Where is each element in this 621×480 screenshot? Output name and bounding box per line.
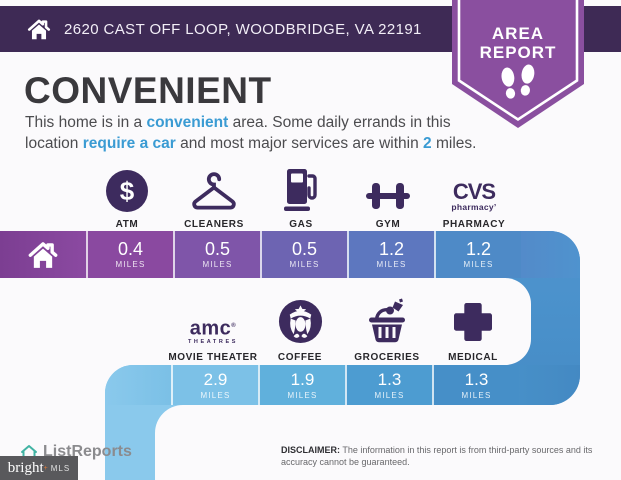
- distance-value: 0.5: [291, 239, 318, 259]
- cvs-wordmark: CVS: [452, 179, 496, 204]
- medical-cross-icon: [454, 303, 492, 341]
- distance-unit: MILES: [115, 260, 146, 269]
- poi-coffee: COFFEE: [252, 295, 348, 363]
- poi-gym: GYM: [340, 162, 436, 230]
- bright-mls-logo: bright + MLS: [0, 456, 78, 480]
- poi-label: GAS: [289, 219, 313, 230]
- mls-text: MLS: [50, 463, 71, 473]
- disclaimer: DISCLAIMER: The information in this repo…: [281, 444, 613, 468]
- distance-cell-coffee: 1.9 MILES: [258, 365, 345, 405]
- poi-label: COFFEE: [277, 352, 323, 363]
- distance-cell-pharmacy: 1.2 MILES: [434, 231, 521, 278]
- intro-text: miles.: [431, 135, 477, 152]
- amc-logo: amc® THEATRES: [188, 317, 238, 345]
- distance-value: 1.9: [290, 369, 315, 389]
- area-report-badge: [452, 0, 584, 128]
- bright-wordmark: bright: [7, 459, 44, 476]
- home-icon: [27, 19, 51, 40]
- intro-text: This home is in a: [25, 114, 147, 131]
- amc-theatres-text: THEATRES: [187, 339, 239, 345]
- poi-pharmacy: CVS pharmacy’ PHARMACY: [426, 162, 522, 231]
- distance-unit: MILES: [200, 390, 231, 400]
- poi-atm: $ ATM: [79, 162, 175, 230]
- distance-unit: MILES: [374, 390, 405, 400]
- row2-icons-panel: [0, 278, 531, 365]
- ribbon-home-segment: [0, 231, 86, 278]
- distance-value: 0.4: [117, 239, 144, 259]
- distance-cell-cleaners: 0.5 MILES: [173, 231, 260, 278]
- address-text: 2620 CAST OFF LOOP, WOODBRIDGE, VA 22191: [64, 20, 422, 38]
- intro-text: and most major services are within: [175, 135, 424, 152]
- bright-spark-icon: +: [43, 464, 48, 472]
- distance-value: 1.3: [464, 369, 489, 389]
- distance-value: 1.2: [378, 239, 405, 259]
- gas-pump-icon: [284, 169, 317, 211]
- distance-value: 1.3: [377, 369, 402, 389]
- intro-text: area. Some daily errands in this locatio…: [25, 114, 451, 152]
- distance-value: 0.5: [204, 239, 231, 259]
- poi-label: MEDICAL: [448, 352, 498, 363]
- badge-title: AREA REPORT: [452, 24, 584, 62]
- amc-wordmark: amc®: [189, 318, 237, 340]
- badge-line2: REPORT: [479, 43, 557, 62]
- badge-line1: AREA: [491, 24, 545, 43]
- distance-unit: MILES: [289, 260, 320, 269]
- grocery-basket-icon: [369, 298, 405, 343]
- poi-label: GYM: [375, 219, 401, 230]
- listreports-wordmark: ListReports: [43, 443, 132, 460]
- distance-unit: MILES: [461, 390, 492, 400]
- dollar-glyph: $: [119, 175, 135, 206]
- distance-cell-medical: 1.3 MILES: [432, 365, 519, 405]
- intro-highlight-convenient: convenient: [146, 114, 229, 131]
- poi-label: CLEANERS: [184, 219, 244, 230]
- distance-value: 2.9: [203, 369, 228, 389]
- distance-unit: MILES: [202, 260, 233, 269]
- disclaimer-label: DISCLAIMER:: [281, 445, 340, 455]
- poi-cleaners: CLEANERS: [166, 162, 262, 230]
- starbucks-siren-icon: [278, 299, 322, 344]
- distance-cell-movie-theater: 2.9 MILES: [171, 365, 258, 405]
- distance-value: 1.2: [465, 239, 492, 259]
- intro-highlight-require-car: require a car: [82, 135, 176, 152]
- distance-unit: MILES: [287, 390, 318, 400]
- home-icon: [28, 242, 58, 268]
- distance-cell-atm: 0.4 MILES: [86, 231, 173, 278]
- poi-groceries: GROCERIES: [339, 295, 435, 363]
- cvs-pharmacy-text: pharmacy’: [451, 202, 497, 212]
- dumbbell-icon: [366, 183, 410, 209]
- disclaimer-text: The information in this report is from t…: [281, 445, 593, 467]
- distance-unit: MILES: [463, 260, 494, 269]
- poi-label: GROCERIES: [354, 352, 420, 363]
- footer-panel: [155, 405, 621, 480]
- hanger-icon: [192, 172, 236, 210]
- poi-movie-theater: amc® THEATRES MOVIE THEATER: [165, 295, 261, 363]
- poi-label: PHARMACY: [442, 219, 506, 230]
- distance-cell-gym: 1.2 MILES: [347, 231, 434, 278]
- distance-cell-groceries: 1.3 MILES: [345, 365, 432, 405]
- poi-gas: GAS: [253, 162, 349, 230]
- cvs-logo: CVS pharmacy’: [451, 179, 497, 213]
- poi-label: ATM: [115, 219, 139, 230]
- intro-paragraph: This home is in a convenient area. Some …: [25, 112, 477, 154]
- poi-medical: MEDICAL: [425, 295, 521, 363]
- distance-unit: MILES: [376, 260, 407, 269]
- footprints-icon: [501, 64, 535, 99]
- page-title: CONVENIENT: [24, 70, 272, 111]
- poi-label: MOVIE THEATER: [168, 352, 258, 363]
- distance-cell-gas: 0.5 MILES: [260, 231, 347, 278]
- intro-highlight-miles: 2: [423, 135, 432, 152]
- atm-icon: $: [106, 170, 148, 212]
